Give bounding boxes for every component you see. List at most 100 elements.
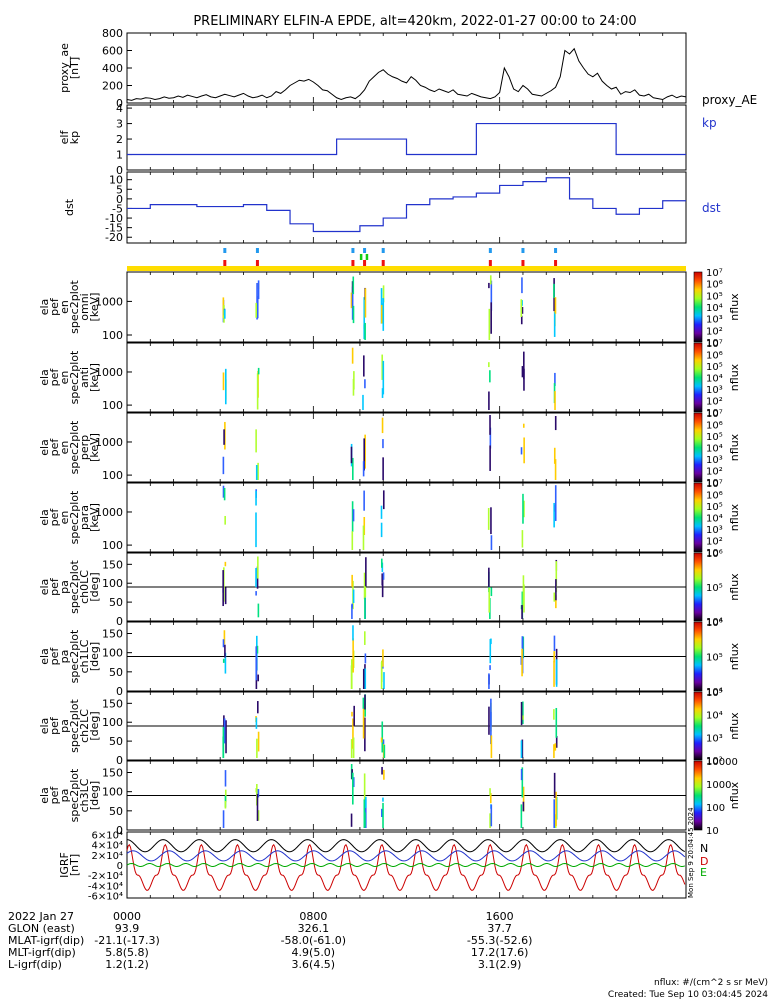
spectrogram-stripe bbox=[363, 799, 366, 828]
spectrogram-stripe bbox=[553, 709, 555, 720]
spectrogram-stripe bbox=[553, 502, 555, 528]
spectrogram-stripe bbox=[256, 645, 259, 654]
proxy-ae-ytick-label: 200 bbox=[102, 80, 123, 93]
colorbar-tick-label: 10 bbox=[706, 826, 719, 837]
spectrogram-stripe bbox=[255, 591, 257, 596]
spectrogram-stripe bbox=[222, 456, 225, 475]
spectrogram-stripe bbox=[523, 351, 525, 380]
spectrogram-stripe bbox=[487, 508, 490, 530]
energy-spectrogram-ylabel: spec2plot bbox=[68, 420, 81, 474]
igrf-ytick-label: 2×10⁴ bbox=[92, 851, 123, 862]
pass-marker-blue bbox=[521, 248, 525, 253]
proxy-ae-series-label: proxy_AE bbox=[702, 93, 757, 107]
spectrogram-stripe bbox=[382, 739, 385, 745]
pitch-angle-ylabel: ch3LC bbox=[78, 778, 91, 812]
pitch-angle-ylabel: pa bbox=[58, 580, 71, 594]
pass-marker-red bbox=[381, 260, 385, 266]
spectrogram-stripe bbox=[363, 773, 366, 808]
spectrogram-stripe bbox=[350, 292, 353, 309]
pass-marker-blue bbox=[363, 248, 367, 253]
proxy-ae-ytick-label: 400 bbox=[102, 62, 123, 75]
spectrogram-stripe bbox=[255, 646, 258, 681]
colorbar-tick-label: 10⁴ bbox=[706, 303, 723, 314]
colorbar bbox=[693, 691, 703, 761]
pass-marker-blue bbox=[223, 248, 227, 253]
spectrogram-stripe bbox=[553, 283, 555, 298]
proxy-ae-ytick-label: 0 bbox=[116, 97, 123, 110]
pitch-angle-ytick-label: 0 bbox=[116, 615, 123, 628]
spectrogram-stripe bbox=[382, 802, 384, 828]
spectrogram-stripe bbox=[521, 306, 524, 314]
colorbar-tick-label: 100 bbox=[706, 803, 725, 814]
spectrogram-stripe bbox=[553, 635, 556, 651]
spectrogram-stripe bbox=[488, 567, 490, 588]
spectrogram-stripe bbox=[490, 804, 493, 827]
spectrogram-stripe bbox=[255, 302, 257, 318]
spectrogram-stripe bbox=[255, 788, 258, 793]
spectrogram-stripe bbox=[353, 371, 355, 390]
pitch-angle-ytick-label: 150 bbox=[102, 697, 123, 710]
colorbar-tick-label: 10 bbox=[706, 338, 719, 349]
spectrogram-stripe bbox=[553, 799, 555, 828]
colorbar-label: nflux bbox=[728, 433, 741, 461]
figure-title: PRELIMINARY ELFIN-A EPDE, alt=420km, 202… bbox=[193, 14, 636, 29]
energy-spectrogram-ylabel: pef bbox=[48, 368, 61, 387]
spectrogram-stripe bbox=[380, 737, 383, 743]
pitch-angle-ytick-label: 50 bbox=[109, 805, 123, 818]
colorbar bbox=[693, 342, 703, 413]
spectrogram-stripe bbox=[488, 706, 490, 735]
igrf-ytick-label: -6×10⁴ bbox=[88, 891, 123, 902]
pass-marker-red bbox=[223, 260, 227, 266]
kp-series bbox=[127, 122, 686, 156]
pass-marker-blue bbox=[255, 248, 259, 253]
energy-spectrogram-ylabel: perp bbox=[78, 435, 91, 460]
xaxis-row-value: 1600 bbox=[486, 910, 514, 923]
spectrogram-stripe bbox=[256, 793, 259, 821]
colorbar-tick-label: 10² bbox=[706, 467, 723, 478]
kp-ytick-label: 0 bbox=[116, 164, 123, 177]
xaxis-row-value: 5.8(5.8) bbox=[105, 946, 149, 959]
spectrogram-stripe bbox=[381, 573, 384, 586]
energy-spectrogram-ylabel: para bbox=[78, 505, 91, 530]
spectrogram-stripe bbox=[257, 280, 260, 300]
spectrogram-stripe bbox=[351, 711, 353, 717]
energy-spectrogram-ylabel: ela bbox=[38, 509, 51, 526]
colorbar bbox=[693, 760, 703, 831]
colorbar-tick-label: 10⁴ bbox=[706, 711, 723, 722]
spectrogram-stripe bbox=[381, 721, 384, 753]
pitch-angle-ylabel: pa bbox=[58, 719, 71, 733]
spectrogram-stripe bbox=[382, 298, 385, 331]
colorbar-tick-label: 10² bbox=[706, 397, 723, 408]
spectrogram-stripe bbox=[352, 625, 354, 641]
spectrogram-stripe bbox=[380, 558, 383, 568]
colorbar-label: nflux bbox=[728, 293, 741, 321]
colorbar bbox=[693, 412, 703, 483]
colorbar-tick-label: 10² bbox=[706, 326, 723, 337]
spectrogram-stripe bbox=[256, 373, 259, 410]
energy-spectrogram-ylabel: spec2plot bbox=[68, 490, 81, 544]
pass-marker-blue bbox=[554, 248, 558, 253]
spectrogram-stripe bbox=[522, 786, 525, 812]
colorbar-tick-label: 10 bbox=[706, 408, 719, 419]
spectrogram-stripe bbox=[522, 575, 525, 608]
spectrogram-stripe bbox=[554, 416, 557, 431]
spectrogram-stripe bbox=[224, 652, 227, 674]
spectrogram-stripe bbox=[554, 485, 557, 521]
colorbar-label: nflux bbox=[728, 573, 741, 601]
spectrogram-stripe bbox=[223, 487, 226, 501]
spectrogram-stripe bbox=[489, 665, 491, 670]
spectrogram-stripe bbox=[521, 648, 523, 677]
energy-ytick-label: 1000 bbox=[95, 506, 123, 519]
energy-spectrogram-ylabel: omni bbox=[78, 293, 91, 320]
spectrogram-stripe bbox=[255, 429, 257, 453]
proxy-ae-series bbox=[126, 47, 687, 101]
spectrogram-stripe bbox=[382, 285, 385, 303]
xaxis-row-value: -21.1(-17.3) bbox=[94, 934, 160, 947]
spectrogram-stripe bbox=[553, 447, 556, 464]
pitch-angle-ylabel: [deg] bbox=[88, 781, 101, 810]
pass-marker-red bbox=[351, 260, 355, 266]
energy-spectrogram-ylabel: en bbox=[58, 511, 71, 525]
spectrogram-stripe bbox=[523, 368, 525, 391]
energy-ytick-label: 1000 bbox=[95, 295, 123, 308]
